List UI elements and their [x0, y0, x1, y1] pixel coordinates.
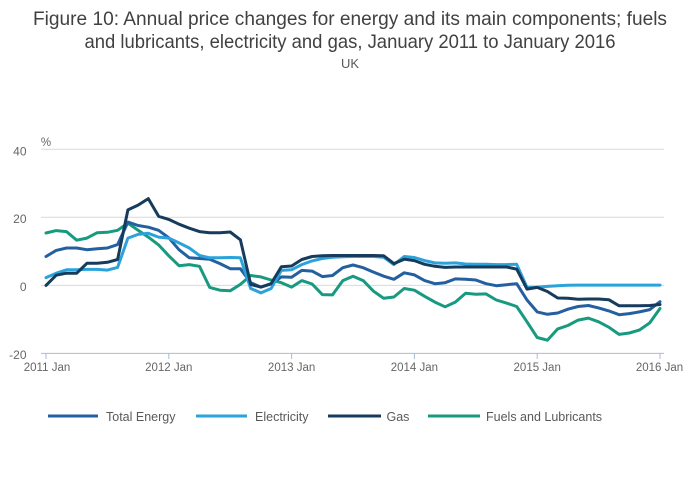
svg-text:Total Energy: Total Energy	[106, 410, 176, 424]
svg-text:%: %	[41, 137, 51, 149]
svg-text:2015 Jan: 2015 Jan	[514, 362, 561, 374]
svg-text:Figure 10: Annual price change: Figure 10: Annual price changes for ener…	[33, 8, 667, 30]
svg-text:2013 Jan: 2013 Jan	[268, 362, 315, 374]
svg-text:0: 0	[20, 280, 27, 294]
svg-text:2011 Jan: 2011 Jan	[24, 362, 70, 374]
svg-text:Gas: Gas	[387, 410, 410, 424]
svg-text:Fuels and Lubricants: Fuels and Lubricants	[486, 410, 602, 424]
svg-text:-20: -20	[9, 348, 27, 362]
svg-text:UK: UK	[341, 56, 359, 71]
svg-text:and lubricants, electricity an: and lubricants, electricity and gas, Jan…	[85, 31, 616, 53]
svg-text:2016 Jan: 2016 Jan	[636, 362, 683, 374]
svg-text:2012 Jan: 2012 Jan	[145, 362, 192, 374]
svg-text:40: 40	[13, 145, 27, 159]
svg-text:20: 20	[13, 212, 27, 226]
svg-text:Electricity: Electricity	[255, 410, 309, 424]
svg-text:2014 Jan: 2014 Jan	[391, 362, 438, 374]
